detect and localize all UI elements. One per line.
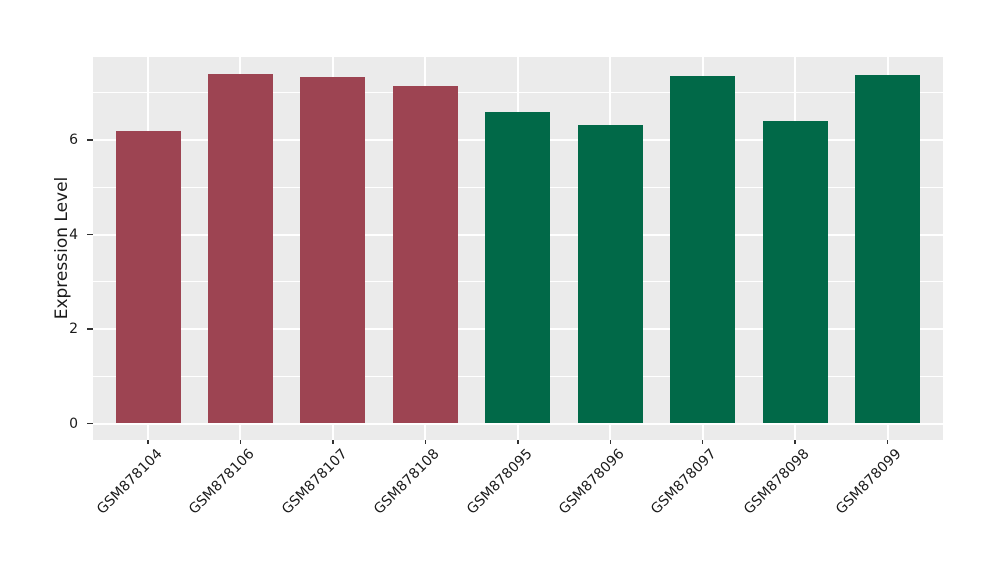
x-tick-mark — [609, 440, 611, 444]
plot-panel — [93, 57, 943, 440]
bar-GSM878097 — [670, 75, 736, 424]
x-tick-label-text: GSM878099 — [833, 446, 905, 518]
x-tick-mark — [517, 440, 519, 444]
y-tick-mark — [87, 139, 93, 141]
bar-GSM878107 — [300, 77, 366, 424]
y-tick-label: 6 — [69, 132, 78, 148]
x-tick-label-text: GSM878097 — [648, 446, 721, 518]
x-tick-label-text: GSM878106 — [186, 446, 258, 518]
bar-GSM878096 — [577, 124, 643, 424]
y-tick-mark — [87, 328, 93, 330]
bar-GSM878098 — [762, 120, 828, 424]
y-tick-label: 2 — [69, 321, 78, 337]
bar-GSM878099 — [855, 75, 921, 424]
x-tick-label-text: GSM878108 — [371, 446, 443, 518]
bar-GSM878106 — [207, 74, 273, 424]
y-tick-mark — [87, 233, 93, 236]
x-tick-label-text: GSM878104 — [93, 446, 166, 518]
x-tick-mark — [147, 440, 149, 444]
y-tick-label: 4 — [69, 226, 78, 243]
x-tick-mark — [239, 440, 242, 444]
bar-GSM878104 — [115, 131, 181, 424]
bar-GSM878095 — [485, 112, 551, 424]
x-tick-mark — [794, 440, 796, 444]
y-axis-title: Expression Level — [52, 176, 72, 320]
x-tick-label-text: GSM878095 — [463, 446, 536, 518]
x-tick-mark — [424, 440, 427, 444]
x-tick-mark — [332, 440, 334, 444]
y-tick-mark — [87, 422, 93, 425]
x-tick-label-text: GSM878098 — [740, 446, 813, 518]
bar-GSM878108 — [392, 86, 458, 424]
x-tick-label-text: GSM878107 — [278, 446, 351, 518]
x-tick-label-text: GSM878096 — [555, 446, 628, 518]
x-tick-mark — [701, 440, 704, 444]
x-tick-mark — [886, 440, 889, 444]
y-tick-label: 0 — [69, 415, 78, 432]
